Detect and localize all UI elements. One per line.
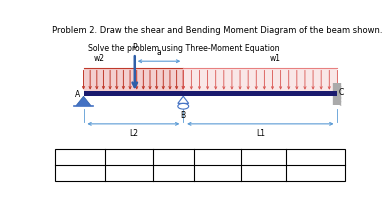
- Text: A: A: [75, 90, 80, 99]
- Text: w1: w1: [270, 54, 281, 63]
- Bar: [83, 91, 337, 96]
- Text: w2: w2: [94, 54, 105, 63]
- Text: P: P: [126, 153, 131, 162]
- Text: 190.50kN: 190.50kN: [110, 169, 147, 178]
- Text: L1: L1: [256, 129, 265, 138]
- Bar: [83, 68, 183, 93]
- Text: L2: L2: [129, 129, 138, 138]
- Bar: [183, 68, 337, 93]
- Text: a: a: [157, 48, 161, 57]
- Polygon shape: [178, 96, 189, 103]
- Text: L2: L2: [259, 153, 268, 162]
- Text: w2: w2: [309, 153, 321, 162]
- Text: 7.20m: 7.20m: [205, 169, 230, 178]
- Text: B: B: [181, 111, 186, 120]
- Text: a: a: [171, 153, 176, 162]
- Text: w1: w1: [74, 153, 86, 162]
- Text: 63.5kN/m: 63.5kN/m: [61, 169, 99, 178]
- Text: Problem 2. Draw the shear and Bending Moment Diagram of the beam shown.: Problem 2. Draw the shear and Bending Mo…: [52, 26, 382, 35]
- Text: L1: L1: [212, 153, 222, 162]
- Circle shape: [178, 103, 189, 109]
- Bar: [55, 149, 345, 181]
- Text: C: C: [339, 88, 344, 97]
- Text: 7.20m: 7.20m: [251, 169, 276, 178]
- Text: 3.50m: 3.50m: [161, 169, 186, 178]
- Polygon shape: [76, 96, 91, 106]
- Text: P: P: [133, 43, 137, 52]
- Text: Solve the problem using Three-Moment Equation: Solve the problem using Three-Moment Equ…: [88, 44, 280, 53]
- Text: 31.8kN/m: 31.8kN/m: [296, 169, 334, 178]
